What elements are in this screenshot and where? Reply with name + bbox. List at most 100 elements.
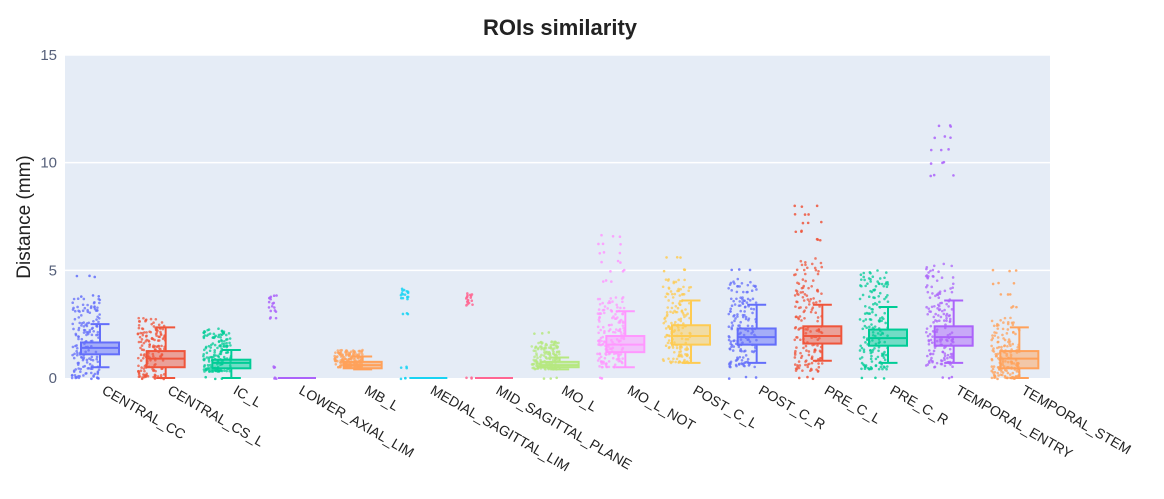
data-point [226, 337, 229, 341]
data-point [143, 369, 146, 373]
data-point [805, 294, 809, 297]
outlier-point [549, 377, 553, 380]
data-point [753, 365, 757, 369]
data-point [666, 306, 670, 309]
data-point [858, 318, 862, 321]
data-point [948, 355, 952, 359]
data-point [617, 321, 621, 324]
data-point [932, 264, 936, 268]
data-point [677, 360, 681, 364]
data-point [339, 355, 343, 358]
data-point [611, 356, 615, 360]
data-point [98, 301, 101, 305]
outlier-point [748, 268, 752, 272]
data-point [870, 360, 874, 363]
data-point [820, 362, 824, 365]
data-point [225, 341, 228, 345]
data-point [946, 353, 950, 357]
data-point [865, 338, 869, 342]
data-point [810, 361, 814, 365]
data-point [98, 298, 102, 302]
data-point [334, 359, 338, 362]
data-point [613, 363, 617, 367]
data-point [92, 319, 95, 323]
data-point [751, 311, 754, 315]
data-point [816, 344, 819, 347]
data-point [617, 357, 621, 361]
outlier-point [466, 292, 469, 295]
data-point [73, 352, 76, 356]
data-point [810, 355, 814, 359]
data-point [947, 305, 950, 308]
data-point [542, 348, 546, 352]
series-ic-l [202, 327, 252, 381]
data-point [884, 295, 888, 299]
data-point [97, 368, 101, 371]
data-point [531, 366, 534, 370]
data-point [84, 372, 87, 375]
outlier-point [540, 332, 544, 335]
outlier-point [662, 269, 666, 273]
data-point [754, 301, 758, 304]
data-point [994, 354, 998, 358]
data-point [882, 284, 886, 288]
data-point [139, 340, 143, 344]
data-point [886, 283, 890, 286]
data-point [665, 333, 669, 337]
data-point [614, 296, 618, 299]
outlier-point [542, 377, 546, 380]
data-point [553, 342, 556, 345]
data-point [73, 374, 77, 377]
data-point [621, 312, 624, 316]
data-point [333, 357, 337, 361]
data-point [937, 304, 941, 308]
data-point [804, 344, 808, 348]
data-point [140, 327, 144, 330]
data-point [1009, 344, 1012, 348]
data-point [820, 292, 823, 295]
outlier-point [406, 290, 410, 294]
outlier-point [997, 281, 1000, 285]
data-point [139, 331, 142, 335]
data-point [997, 374, 1000, 377]
data-point [89, 358, 93, 361]
data-point [884, 321, 887, 325]
data-point [858, 357, 862, 360]
data-point [869, 278, 872, 281]
data-point [871, 302, 875, 306]
data-point [729, 297, 733, 301]
data-point [934, 294, 937, 298]
data-point [137, 364, 140, 368]
data-point [609, 297, 613, 300]
data-point [938, 292, 942, 296]
data-point [795, 300, 798, 304]
data-point [683, 278, 686, 282]
data-point [727, 338, 731, 342]
data-point [864, 318, 868, 321]
data-point [203, 329, 206, 333]
x-tick-label: MB_L [362, 382, 402, 414]
data-point [145, 338, 149, 342]
data-point [755, 288, 758, 291]
data-point [145, 331, 148, 334]
data-point [877, 319, 881, 322]
outlier-point [803, 213, 807, 216]
data-point [873, 325, 877, 328]
data-point [859, 278, 863, 281]
data-point [874, 357, 878, 361]
data-point [886, 293, 889, 297]
data-point [535, 364, 538, 368]
data-point [744, 315, 748, 319]
data-point [728, 283, 732, 286]
outlier-point [273, 377, 276, 380]
data-point [605, 365, 608, 369]
data-point [754, 285, 757, 289]
data-point [549, 343, 553, 347]
data-point [601, 308, 605, 312]
data-point [949, 287, 952, 290]
data-point [361, 348, 364, 352]
outlier-point [619, 261, 622, 264]
data-point [89, 371, 93, 375]
data-point [93, 307, 97, 311]
data-point [874, 313, 878, 317]
